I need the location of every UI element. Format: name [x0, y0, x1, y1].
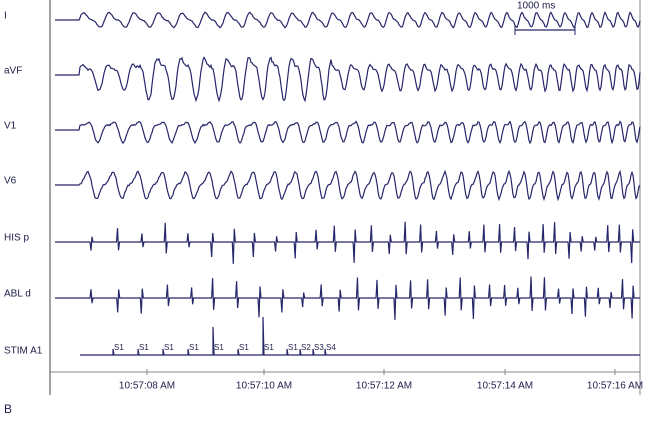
stim-label: S4	[326, 343, 336, 352]
time-label: 10:57:08 AM	[119, 381, 175, 392]
waveform	[55, 221, 640, 264]
waveform	[55, 169, 641, 202]
channel-label: ABL d	[4, 289, 31, 300]
stim-label: S2	[301, 343, 311, 352]
channel-label: aVF	[4, 66, 22, 77]
time-label: 10:57:14 AM	[477, 381, 533, 392]
waveform	[55, 276, 640, 320]
waveform	[55, 56, 641, 103]
stim-label: S1	[239, 343, 249, 352]
channel-label: HIS p	[4, 233, 29, 244]
stim-label: S1	[189, 343, 199, 352]
stim-label: S1	[139, 343, 149, 352]
stim-label: S3	[314, 343, 324, 352]
channel-label: STIM A1	[4, 346, 43, 357]
time-label: 10:57:16 AM	[587, 381, 643, 392]
waveform	[55, 120, 641, 145]
stim-label: S1	[214, 343, 224, 352]
waveform	[55, 11, 641, 29]
stim-label: S1	[288, 343, 298, 352]
stim-label: S1	[164, 343, 174, 352]
waveform	[80, 316, 640, 356]
time-label: 10:57:12 AM	[356, 381, 412, 392]
stim-label: S1	[264, 343, 274, 352]
channel-label: V1	[4, 121, 17, 132]
panel-label: B	[4, 402, 12, 416]
scale-bar-label: 1000 ms	[517, 1, 555, 12]
channel-label: V6	[4, 176, 17, 187]
channel-label: I	[4, 11, 7, 22]
stim-label: S1	[114, 343, 124, 352]
time-label: 10:57:10 AM	[236, 381, 292, 392]
